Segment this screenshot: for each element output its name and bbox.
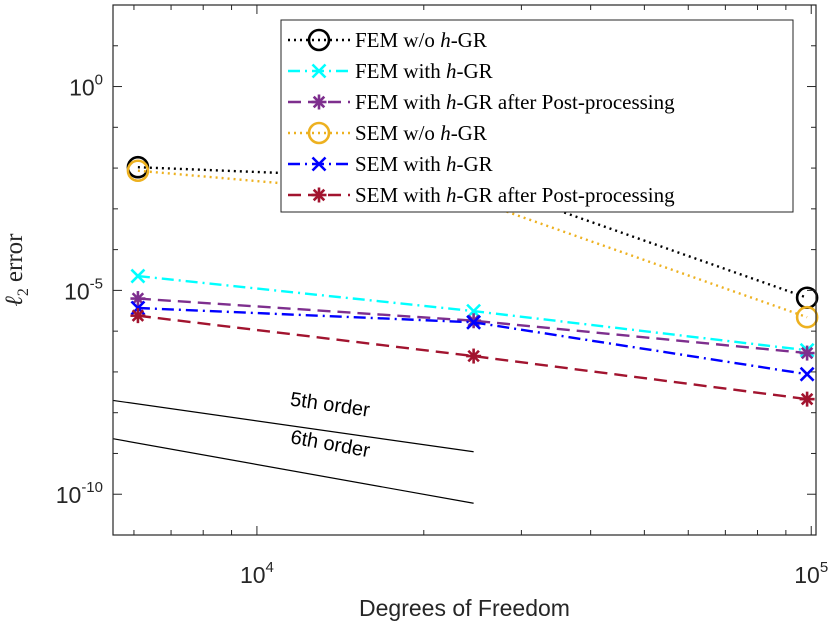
- legend-label-italic: h: [446, 90, 457, 114]
- y-tick-label-3: 10-10: [56, 479, 103, 508]
- series-6-point-1-stroke-d2: [131, 309, 145, 322]
- series-5-point-3-stroke-b: [799, 366, 815, 382]
- series-6-point-3-stroke-d2: [800, 392, 814, 406]
- legend-label-italic: h: [440, 28, 451, 52]
- legend-label-1: FEM w/o h-GR: [355, 28, 487, 52]
- legend-label-suffix: -GR: [451, 121, 487, 145]
- plot-frame: [112, 4, 817, 536]
- series-4-point-3-shape: [795, 305, 819, 329]
- series-6-point-1: [130, 308, 146, 324]
- y-tick-label-base: 10: [64, 278, 90, 304]
- legend-label-5: SEM with h-GR: [355, 152, 493, 176]
- legend-entry-1: FEM w/o h-GR: [288, 28, 487, 52]
- series-4-point-1-shape: [126, 159, 150, 183]
- legend-label-suffix: -GR after Post-processing: [457, 183, 676, 207]
- series-6-point-2-stroke-d2: [467, 349, 480, 363]
- y-axis-label-sub: 2: [15, 288, 32, 296]
- y-tick-label-exponent: 0: [95, 72, 103, 89]
- series-3-point-3: [799, 345, 815, 361]
- legend-label-3: FEM with h-GR after Post-processing: [355, 90, 675, 114]
- x-tick-label-exponent: 5: [820, 559, 828, 576]
- y-tick-label-exponent: -10: [81, 479, 103, 496]
- legend-label-suffix: -GR: [451, 28, 487, 52]
- x-tick-label-1: 104: [240, 559, 274, 588]
- x-tick-label-base: 10: [794, 562, 820, 588]
- legend-label-suffix: -GR: [457, 152, 493, 176]
- series-3-point-1-stroke-d2: [131, 292, 145, 305]
- series-3-point-1: [130, 291, 146, 307]
- legend-swatch-marker-1: [307, 28, 331, 52]
- y-tick-label-2: 10-5: [64, 275, 103, 304]
- series-3-point-3-stroke-d2: [800, 346, 814, 360]
- series-5-point-2-stroke-b: [466, 314, 482, 330]
- legend-swatch-marker-4: [307, 121, 331, 145]
- legend-swatch-marker-4-shape: [307, 121, 331, 145]
- legend-swatch-marker-3: [311, 94, 327, 110]
- reference-line-2: [112, 438, 474, 504]
- y-axis-label-rest: error: [1, 233, 28, 282]
- x-axis-label: Degrees of Freedom: [359, 595, 570, 621]
- legend-swatch-marker-1-shape: [307, 28, 331, 52]
- legend-entry-6: SEM with h-GR after Post-processing: [288, 183, 675, 207]
- legend-label-prefix: SEM w/o: [355, 121, 440, 145]
- legend-swatch-marker-2: [311, 63, 327, 79]
- x-tick-label-base: 10: [240, 562, 266, 588]
- legend-entry-4: SEM w/o h-GR: [288, 121, 487, 145]
- legend-swatch-marker-6: [311, 187, 327, 203]
- series-6-point-2: [466, 348, 482, 364]
- series-2-point-1: [130, 268, 146, 284]
- legend-label-prefix: FEM with: [355, 90, 446, 114]
- legend-box: [280, 19, 794, 213]
- y-tick-label-exponent: -5: [90, 275, 103, 292]
- series-5-point-2: [466, 314, 482, 330]
- legend-label-prefix: SEM with: [355, 152, 446, 176]
- legend-label-suffix: -GR: [457, 59, 493, 83]
- legend-entry-3: FEM with h-GR after Post-processing: [288, 90, 675, 114]
- series-2-point-1-stroke-b: [130, 268, 146, 284]
- y-tick-label-base: 10: [69, 75, 95, 101]
- legend-label-4: SEM w/o h-GR: [355, 121, 487, 145]
- legend-label-prefix: FEM w/o: [355, 28, 440, 52]
- x-tick-label-exponent: 4: [266, 559, 274, 576]
- series-5-point-3: [799, 366, 815, 382]
- legend-swatch-marker-6-stroke-d2: [312, 188, 326, 202]
- series-6-point-3: [799, 391, 815, 407]
- y-tick-label-base: 10: [56, 482, 82, 508]
- series-line-1: [137, 166, 808, 299]
- legend-swatch-marker-2-stroke-b: [311, 63, 327, 79]
- series-line-6: [137, 314, 808, 401]
- reference-line-1: [112, 399, 474, 453]
- y-tick-label-1: 100: [69, 72, 103, 101]
- legend-entry-2: FEM with h-GR: [288, 59, 493, 83]
- legend-entry-5: SEM with h-GR: [288, 152, 493, 176]
- legend-label-2: FEM with h-GR: [355, 59, 493, 83]
- legend-swatch-marker-3-stroke-d2: [312, 95, 326, 109]
- legend-label-italic: h: [440, 121, 451, 145]
- y-axis-label: ℓ2 error: [1, 233, 32, 307]
- series-line-3: [137, 297, 808, 355]
- legend-label-italic: h: [446, 59, 457, 83]
- legend-label-italic: h: [446, 152, 457, 176]
- x-tick-label-2: 105: [794, 559, 828, 588]
- series-4-point-3: [795, 305, 819, 329]
- legend-swatch-marker-5-stroke-b: [311, 156, 327, 172]
- axis-ticks: [113, 4, 816, 536]
- legend-label-prefix: SEM with: [355, 183, 446, 207]
- y-axis-label-main: ℓ: [1, 296, 28, 307]
- legend-label-italic: h: [446, 183, 457, 207]
- legend-label-6: SEM with h-GR after Post-processing: [355, 183, 675, 207]
- legend-label-prefix: FEM with: [355, 59, 446, 83]
- legend-swatch-marker-5: [311, 156, 327, 172]
- legend-label-suffix: -GR after Post-processing: [457, 90, 676, 114]
- series-4-point-1: [126, 159, 150, 183]
